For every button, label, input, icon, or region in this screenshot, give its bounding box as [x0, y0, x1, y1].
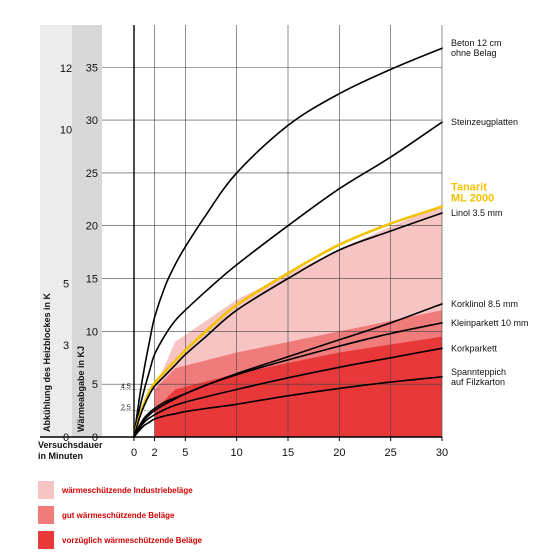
- y-small-tick-label-0: 2.5: [121, 405, 131, 412]
- series-line-3: [133, 212, 443, 438]
- series-label-0-0: Beton 12 cm: [451, 38, 502, 48]
- legend: wärmeschützende Industriebeläge gut wärme…: [38, 481, 203, 549]
- legend-swatch-1: [38, 506, 54, 524]
- y-kj-tick-label-5: 25: [86, 168, 98, 180]
- x-tick-label-1: 2: [151, 447, 157, 459]
- series-line-7: [133, 376, 443, 438]
- series-line-2: [132, 205, 444, 439]
- legend-label-1: gut wärmeschützende Beläge: [62, 511, 175, 520]
- series: [132, 47, 444, 439]
- x-tick-label-6: 25: [385, 447, 397, 459]
- y-kj-tick-label-0: 0: [92, 432, 98, 444]
- series-line-1: [133, 121, 443, 438]
- x-title-line-1: in Minuten: [38, 451, 83, 461]
- series-line-5: [133, 322, 443, 438]
- x-tick-label-5: 20: [333, 447, 345, 459]
- series-line-6: [133, 347, 443, 438]
- series-label-7-1: auf Filzkarton: [451, 377, 505, 387]
- legend-label-2: vorzüglich wärmeschützende Beläge: [62, 536, 203, 545]
- x-tick-label-2: 5: [182, 447, 188, 459]
- x-tick-label-0: 0: [131, 447, 137, 459]
- series-label-5-0: Kleinparkett 10 mm: [451, 318, 529, 328]
- y-kj-tick-label-7: 35: [86, 62, 98, 74]
- y-k-tick-label-2: 5: [63, 278, 69, 290]
- y-left-title: Abkühlung des Heizblockes in K: [42, 292, 52, 432]
- axes: [40, 25, 443, 441]
- series-label-6-0: Korkparkett: [451, 343, 498, 353]
- y-k-tick-label-3: 10: [60, 125, 72, 137]
- axis-strip-right: [72, 25, 102, 437]
- y-kj-tick-label-1: 5: [92, 379, 98, 391]
- x-tick-label-3: 10: [231, 447, 243, 459]
- legend-swatch-2: [38, 531, 54, 549]
- series-label-0-1: ohne Belag: [451, 48, 497, 58]
- series-line-0: [133, 47, 443, 438]
- series-label-2-1: ML 2000: [451, 193, 494, 205]
- x-tick-label-7: 30: [436, 447, 448, 459]
- y-right-title: Wärmeabgabe in KJ: [76, 346, 86, 432]
- series-label-1-0: Steinzeugplatten: [451, 117, 518, 127]
- legend-swatch-0: [38, 481, 54, 499]
- x-title-line-0: Versuchsdauer: [38, 440, 103, 450]
- y-k-tick-label-1: 3: [63, 340, 69, 352]
- axis-strip-left: [40, 25, 72, 437]
- series-label-4-0: Korklinol 8.5 mm: [451, 299, 518, 309]
- x-tick-label-4: 15: [282, 447, 294, 459]
- series-label-3-0: Linol 3.5 mm: [451, 208, 503, 218]
- y-kj-tick-label-4: 20: [86, 221, 98, 233]
- y-kj-tick-label-6: 30: [86, 115, 98, 127]
- y-k-tick-label-0: 0: [63, 432, 69, 444]
- y-k-tick-label-4: 12: [60, 63, 72, 75]
- y-kj-tick-label-2: 10: [86, 326, 98, 338]
- labels: 0 2 5 10 15 20 25 300510152025303503510122.54.5…: [38, 38, 529, 461]
- y-small-tick-label-1: 4.5: [121, 383, 131, 390]
- series-label-2-0: Tanarit: [451, 182, 487, 194]
- y-kj-tick-label-3: 15: [86, 274, 98, 286]
- legend-label-0: wärmeschützende Industriebeläge: [61, 486, 193, 495]
- series-label-7-0: Spannteppich: [451, 367, 506, 377]
